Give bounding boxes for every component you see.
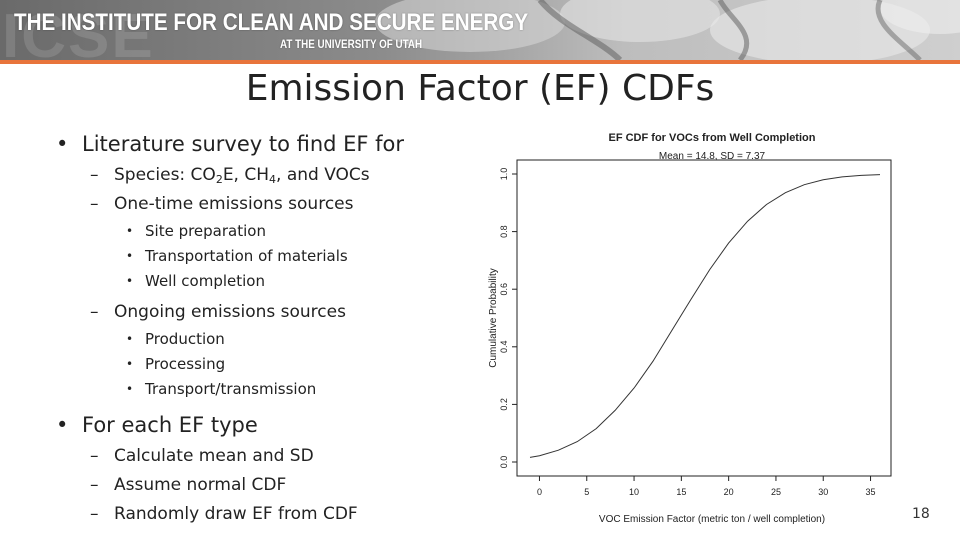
x-tick-label: 30 bbox=[818, 487, 828, 497]
bullet-text: Ongoing emissions sources bbox=[114, 302, 346, 322]
species-sub-4: 4 bbox=[269, 173, 277, 186]
cdf-chart: EF CDF for VOCs from Well Completion Mea… bbox=[488, 132, 892, 525]
x-tick-label: 25 bbox=[771, 487, 781, 497]
header-banner: ICSE THE INSTITUTE FOR CLEAN AND SECURE … bbox=[0, 0, 960, 60]
header-accent-line bbox=[0, 60, 960, 64]
sub-bullet: • Transport/transmission bbox=[126, 380, 317, 398]
x-axis: 0 5 10 15 20 25 30 35 bbox=[537, 476, 876, 497]
y-tick-label: 0.0 bbox=[499, 456, 509, 469]
institute-title: THE INSTITUTE FOR CLEAN AND SECURE ENERG… bbox=[14, 9, 529, 36]
bullet-species: – Species: CO2E, CH4, and VOCs bbox=[90, 165, 370, 186]
slide-title: Emission Factor (EF) CDFs bbox=[245, 68, 715, 109]
species-text: , and VOCs bbox=[276, 165, 370, 185]
bullet-literature-survey: • Literature survey to find EF for bbox=[56, 132, 405, 156]
icse-logo-watermark: ICSE bbox=[2, 2, 155, 61]
bullet-step: – Assume normal CDF bbox=[90, 475, 287, 495]
y-axis: 0.0 0.2 0.4 0.6 0.8 1.0 bbox=[499, 168, 517, 469]
banner-texture bbox=[375, 0, 960, 60]
sub-bullet: • Transportation of materials bbox=[126, 247, 348, 265]
sub-bullet: • Well completion bbox=[126, 272, 265, 290]
sub-bullet: • Production bbox=[126, 330, 225, 348]
bullet-text: For each EF type bbox=[82, 413, 258, 437]
y-tick-label: 0.4 bbox=[499, 341, 509, 354]
x-tick-label: 0 bbox=[537, 487, 542, 497]
sub-bullet-text: Transport/transmission bbox=[145, 380, 317, 398]
y-axis-label: Cumulative Probability bbox=[488, 268, 499, 368]
plot-frame bbox=[516, 159, 892, 477]
bullet-text: Randomly draw EF from CDF bbox=[114, 504, 358, 524]
institute-subtitle: AT THE UNIVERSITY OF UTAH bbox=[280, 37, 423, 51]
species-sub-2: 2 bbox=[215, 173, 223, 186]
sub-bullet: • Processing bbox=[126, 355, 226, 373]
sub-bullet-text: Well completion bbox=[145, 272, 265, 290]
y-tick-label: 1.0 bbox=[499, 168, 509, 181]
bullet-ongoing: – Ongoing emissions sources bbox=[90, 302, 346, 322]
page-number: 18 bbox=[912, 506, 930, 522]
x-tick-label: 20 bbox=[724, 487, 734, 497]
bullet-list: • Literature survey to find EF for – Speci… bbox=[52, 130, 472, 529]
chart-subtitle: Mean = 14.8, SD = 7.37 bbox=[659, 151, 766, 162]
sub-bullet-text: Processing bbox=[145, 355, 226, 373]
bullet-each-ef-type: • For each EF type bbox=[56, 413, 258, 437]
sub-bullet-text: Site preparation bbox=[145, 222, 266, 240]
species-text: E, CH bbox=[222, 165, 270, 185]
y-tick-label: 0.2 bbox=[499, 398, 509, 411]
bullet-text: One-time emissions sources bbox=[114, 194, 354, 214]
bullet-step: – Calculate mean and SD bbox=[90, 446, 314, 466]
x-tick-label: 10 bbox=[629, 487, 639, 497]
bullet-text: Literature survey to find EF for bbox=[82, 132, 405, 156]
bullet-text: Calculate mean and SD bbox=[114, 446, 314, 466]
bullet-text: Assume normal CDF bbox=[114, 475, 287, 495]
x-tick-label: 5 bbox=[584, 487, 589, 497]
sub-bullet-text: Transportation of materials bbox=[145, 247, 348, 265]
sub-bullet-text: Production bbox=[145, 330, 225, 348]
bullet-step: – Randomly draw EF from CDF bbox=[90, 504, 358, 524]
chart-title: EF CDF for VOCs from Well Completion bbox=[609, 132, 816, 144]
bullet-onetime: – One-time emissions sources bbox=[90, 194, 354, 214]
sub-bullet: • Site preparation bbox=[126, 222, 266, 240]
x-axis-label: VOC Emission Factor (metric ton / well c… bbox=[599, 514, 825, 525]
y-tick-label: 0.8 bbox=[499, 225, 509, 238]
y-tick-label: 0.6 bbox=[499, 283, 509, 296]
cdf-series-line bbox=[529, 174, 881, 458]
x-tick-label: 35 bbox=[866, 487, 876, 497]
species-text: Species: CO bbox=[114, 165, 216, 185]
x-tick-label: 15 bbox=[676, 487, 686, 497]
